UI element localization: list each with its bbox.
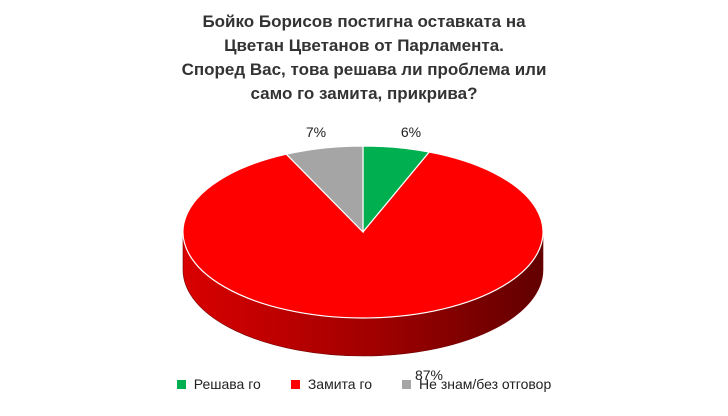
chart-title-line: само го замита, прикрива? bbox=[250, 84, 478, 103]
legend-label: Решава го bbox=[193, 376, 261, 392]
legend-swatch-dont-know bbox=[402, 379, 412, 389]
legend-label: Замита го bbox=[307, 376, 373, 392]
legend-item-sweeps: Замита го bbox=[290, 376, 373, 392]
legend-item-dont-know: Не знам/без отговор bbox=[402, 376, 551, 392]
chart-title-line: Цветан Цветанов от Парламента. bbox=[224, 36, 504, 55]
pie-slice-dont-know bbox=[285, 145, 364, 234]
legend-swatch-resolves bbox=[176, 379, 186, 389]
chart-title-line: Според Вас, това решава ли проблема или bbox=[181, 60, 547, 79]
chart-title: Бойко Борисов постигна оставката на Цвет… bbox=[0, 10, 728, 106]
legend-item-resolves: Решава го bbox=[176, 376, 261, 392]
legend-label: Не знам/без отговор bbox=[419, 376, 552, 392]
pie-slice-sweeps bbox=[182, 151, 544, 319]
chart-title-line: Бойко Борисов постигна оставката на bbox=[202, 12, 526, 31]
chart-legend: Решава го Замита го Не знам/без отговор bbox=[0, 376, 728, 392]
data-label-sweeps: 87% bbox=[415, 367, 443, 383]
legend-swatch-sweeps bbox=[290, 379, 300, 389]
data-label-resolves: 6% bbox=[401, 124, 421, 140]
data-label-dont-know: 7% bbox=[306, 124, 326, 140]
